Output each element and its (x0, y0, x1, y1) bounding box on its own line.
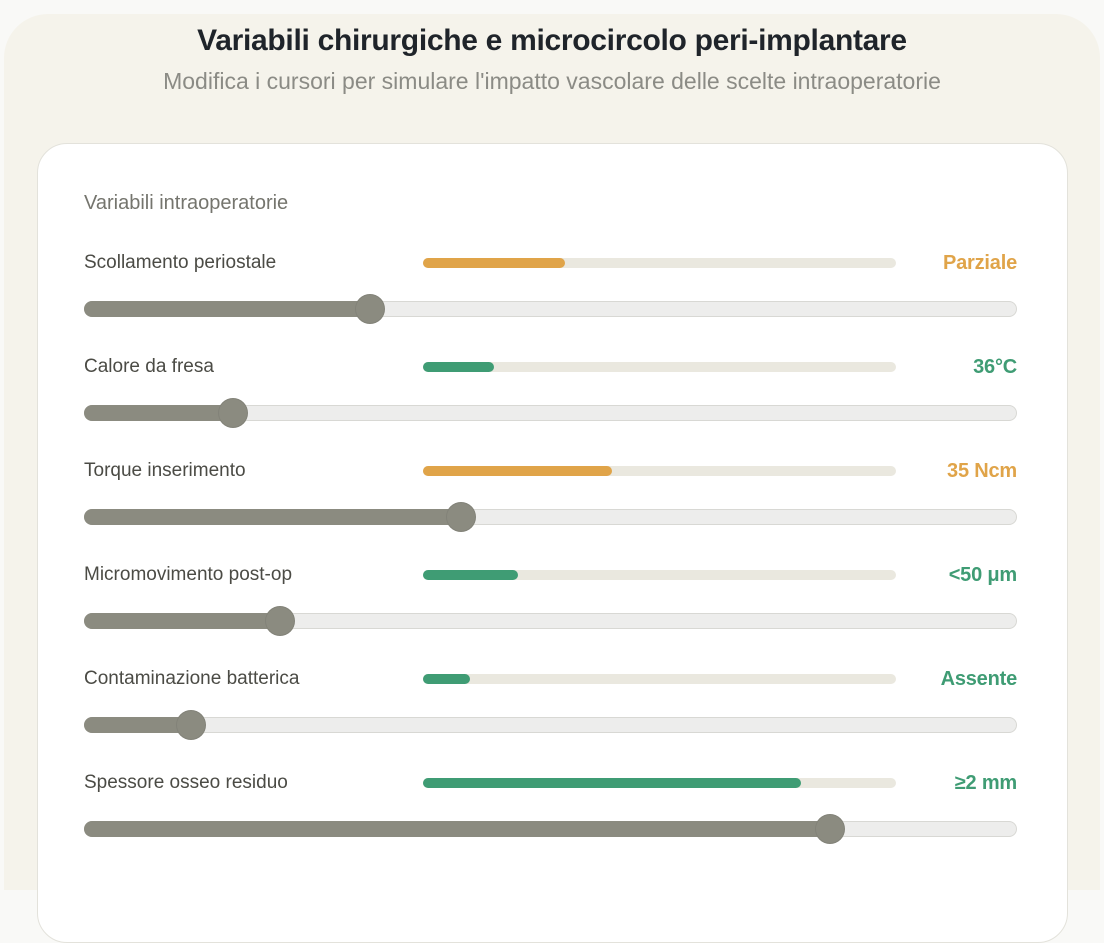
slider-control[interactable] (84, 502, 1017, 532)
slider-label: Contaminazione batterica (84, 668, 300, 689)
slider-row: Micromovimento post-op <50 μm (84, 560, 1017, 636)
mini-progress-track (423, 570, 896, 580)
slider-row: Calore da fresa 36°C (84, 352, 1017, 428)
slider-value: 36°C (973, 355, 1017, 378)
slider-rows: Scollamento periostale Parziale Calore d… (84, 248, 1017, 844)
slider-control[interactable] (84, 606, 1017, 636)
slider-thumb[interactable] (355, 294, 386, 324)
slider-control[interactable] (84, 398, 1017, 428)
slider-fill (84, 509, 461, 525)
slider-thumb[interactable] (264, 606, 295, 636)
slider-row-header: Micromovimento post-op <50 μm (84, 560, 1017, 590)
slider-control[interactable] (84, 710, 1017, 740)
slider-label: Micromovimento post-op (84, 564, 293, 585)
slider-value: Parziale (942, 251, 1017, 274)
mini-progress-fill (423, 570, 518, 580)
slider-label: Torque inserimento (84, 460, 246, 481)
mini-progress-track (423, 466, 896, 476)
mini-progress-fill (423, 778, 802, 788)
slider-fill (84, 717, 192, 733)
slider-value: <50 μm (948, 563, 1018, 586)
slider-row: Spessore osseo residuo ≥2 mm (84, 768, 1017, 844)
slider-row-header: Torque inserimento 35 Ncm (84, 456, 1017, 486)
mini-progress-fill (423, 466, 613, 476)
slider-value: ≥2 mm (954, 771, 1017, 794)
slider-thumb[interactable] (176, 710, 207, 740)
mini-progress-fill (423, 258, 565, 268)
slider-thumb[interactable] (445, 502, 476, 532)
slider-row-header: Calore da fresa 36°C (84, 352, 1017, 382)
slider-track[interactable] (84, 717, 1017, 733)
slider-value: 35 Ncm (947, 459, 1017, 482)
mini-progress-fill (423, 362, 494, 372)
slider-control[interactable] (84, 814, 1017, 844)
slider-row-header: Contaminazione batterica Assente (84, 664, 1017, 694)
slider-fill (84, 821, 831, 837)
slider-fill (84, 613, 280, 629)
slider-row-header: Spessore osseo residuo ≥2 mm (84, 768, 1017, 798)
slider-label: Calore da fresa (84, 356, 214, 377)
slider-thumb[interactable] (815, 814, 846, 844)
mini-progress-track (423, 778, 896, 788)
page-title: Variabili chirurgiche e microcircolo per… (197, 24, 907, 57)
mini-progress-fill (423, 674, 471, 684)
slider-fill (84, 301, 371, 317)
slider-label: Scollamento periostale (84, 252, 277, 273)
slider-row-header: Scollamento periostale Parziale (84, 248, 1017, 278)
slider-row: Torque inserimento 35 Ncm (84, 456, 1017, 532)
slider-label: Spessore osseo residuo (84, 772, 288, 793)
slider-value: Assente (940, 667, 1018, 690)
slider-row: Scollamento periostale Parziale (84, 248, 1017, 324)
section-heading: Variabili intraoperatorie (84, 192, 289, 214)
page-background: Variabili chirurgiche e microcircolo per… (4, 14, 1100, 943)
mini-progress-track (423, 258, 896, 268)
mini-progress-track (423, 674, 896, 684)
slider-thumb[interactable] (218, 398, 249, 428)
intraoperative-variables-card: Variabili intraoperatorie Scollamento pe… (37, 143, 1068, 943)
mini-progress-track (423, 362, 896, 372)
slider-control[interactable] (84, 294, 1017, 324)
page-subtitle: Modifica i cursori per simulare l'impatt… (163, 68, 941, 94)
slider-fill (84, 405, 234, 421)
slider-row: Contaminazione batterica Assente (84, 664, 1017, 740)
